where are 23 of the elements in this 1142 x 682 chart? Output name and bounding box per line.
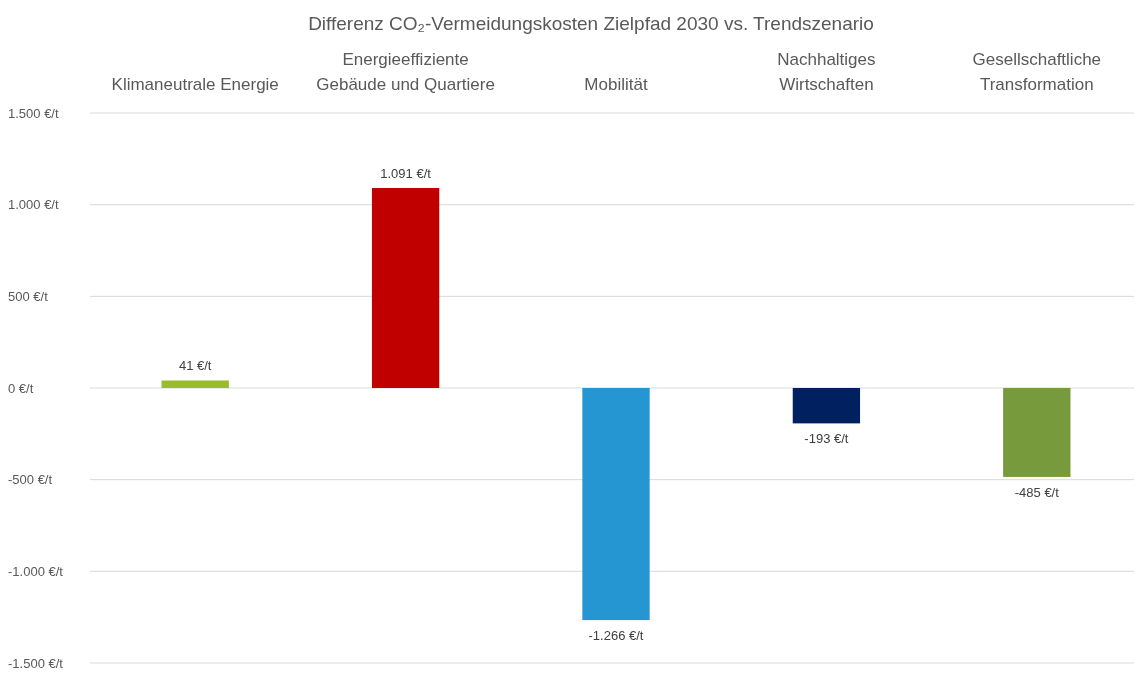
x-tick-label: Gesellschaftliche Transformation: [972, 50, 1102, 94]
data-label: 41 €/t: [178, 358, 212, 374]
x-tick-label: Energieeffiziente Gebäude und Quartiere: [316, 50, 495, 94]
bar: [1003, 388, 1071, 477]
data-label: 1.091 €/t: [380, 165, 432, 181]
bar: [371, 187, 440, 388]
data-label: -193 €/t: [804, 431, 849, 447]
data-label: -485 €/t: [1014, 484, 1060, 500]
y-tick-label: -500 €/t: [8, 472, 53, 488]
y-tick-label: -1.000 €/t: [8, 563, 64, 579]
bar: [582, 388, 650, 621]
bar: [161, 380, 229, 388]
x-tick-label: Klimaneutrale Energie: [111, 75, 279, 94]
x-tick-label: Nachhaltiges Wirtschaften: [777, 50, 876, 94]
x-tick-label: Mobilität: [584, 75, 648, 94]
chart-title: Differenz CO₂-Vermeidungskosten Zielpfad 2030 vs. Trendszenario: [308, 13, 874, 34]
y-tick-label: -1.500 €/t: [8, 655, 64, 671]
data-label: -1.266 €/t: [588, 628, 644, 644]
y-tick-label: 0 €/t: [8, 380, 34, 396]
y-tick-label: 1.000 €/t: [8, 197, 59, 213]
bar: [792, 388, 861, 424]
y-tick-label: 500 €/t: [8, 288, 49, 304]
y-tick-label: 1.500 €/t: [8, 105, 59, 121]
